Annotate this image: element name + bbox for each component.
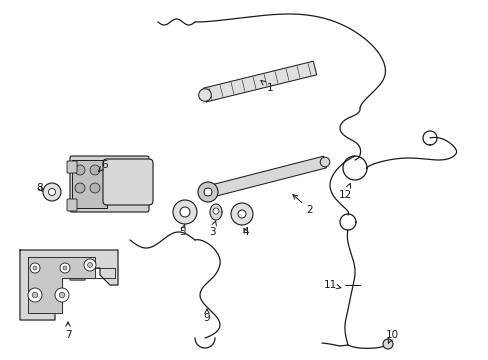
Circle shape: [75, 183, 85, 193]
Circle shape: [173, 200, 197, 224]
Text: 10: 10: [385, 330, 398, 343]
Circle shape: [43, 183, 61, 201]
Circle shape: [382, 339, 392, 349]
Text: 7: 7: [64, 322, 71, 340]
Circle shape: [33, 266, 37, 270]
Polygon shape: [20, 250, 118, 320]
Circle shape: [48, 189, 55, 195]
Text: 4: 4: [242, 227, 249, 237]
Text: 6: 6: [99, 160, 108, 171]
Circle shape: [90, 165, 100, 175]
Circle shape: [55, 288, 69, 302]
FancyBboxPatch shape: [72, 160, 107, 208]
Circle shape: [75, 165, 85, 175]
Text: 9: 9: [203, 309, 210, 323]
Text: 5: 5: [178, 224, 185, 237]
Polygon shape: [209, 204, 222, 220]
Circle shape: [180, 207, 190, 217]
Circle shape: [238, 210, 245, 218]
Polygon shape: [28, 257, 95, 313]
Text: 11: 11: [323, 280, 340, 290]
FancyBboxPatch shape: [67, 161, 77, 173]
Text: 2: 2: [292, 195, 313, 215]
Text: 3: 3: [208, 221, 216, 237]
Circle shape: [30, 263, 40, 273]
Circle shape: [198, 89, 211, 101]
Polygon shape: [206, 156, 326, 198]
Circle shape: [63, 266, 67, 270]
Circle shape: [60, 263, 70, 273]
FancyBboxPatch shape: [70, 156, 149, 212]
Circle shape: [90, 183, 100, 193]
Circle shape: [213, 208, 219, 214]
Circle shape: [84, 259, 96, 271]
Text: 1: 1: [261, 81, 273, 93]
Circle shape: [320, 157, 329, 167]
Polygon shape: [203, 61, 316, 102]
Circle shape: [28, 288, 42, 302]
Text: 12: 12: [338, 184, 351, 200]
FancyBboxPatch shape: [103, 159, 153, 205]
Circle shape: [198, 182, 218, 202]
Circle shape: [32, 292, 38, 298]
Text: 8: 8: [37, 183, 43, 193]
Circle shape: [230, 203, 252, 225]
Circle shape: [87, 262, 92, 267]
Circle shape: [59, 292, 65, 298]
FancyBboxPatch shape: [67, 199, 77, 211]
Circle shape: [203, 188, 212, 196]
